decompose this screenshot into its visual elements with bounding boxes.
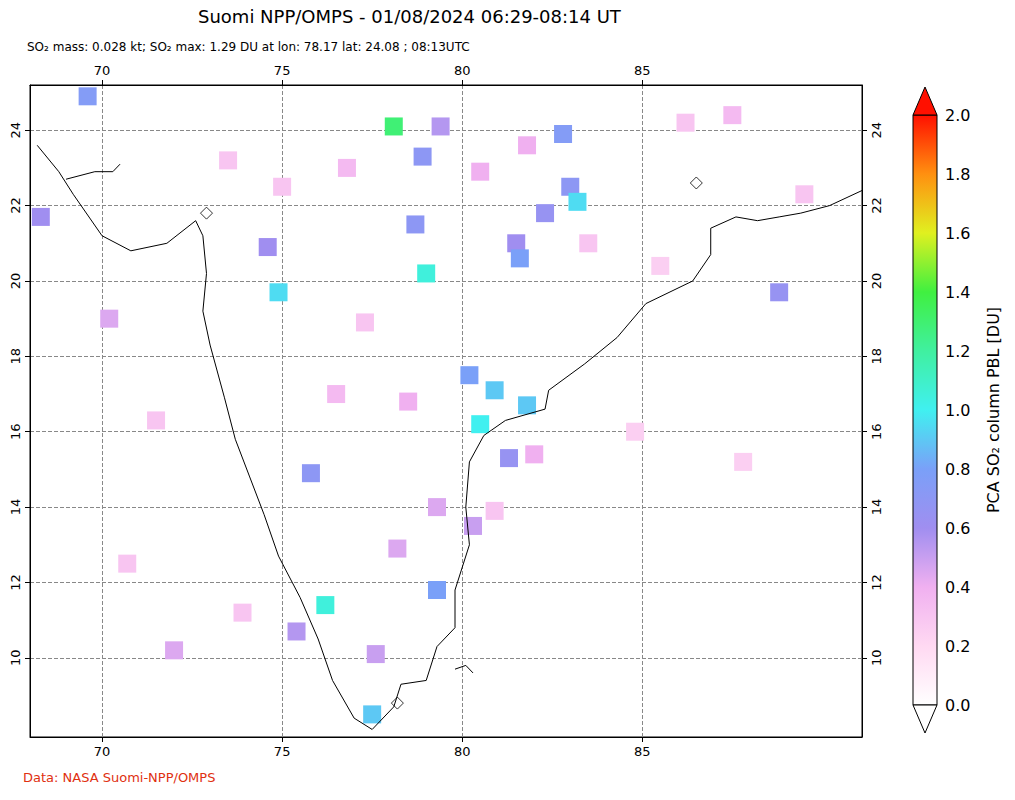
svg-text:SO₂ mass: 0.028 kt; SO₂ max: 1: SO₂ mass: 0.028 kt; SO₂ max: 1.29 DU at …	[27, 40, 470, 54]
svg-text:80: 80	[454, 744, 471, 759]
svg-text:16: 16	[869, 423, 884, 440]
svg-text:Data: NASA Suomi-NPP/OMPS: Data: NASA Suomi-NPP/OMPS	[23, 770, 215, 785]
svg-text:85: 85	[634, 744, 651, 759]
svg-text:18: 18	[869, 348, 884, 365]
svg-text:85: 85	[634, 63, 651, 78]
svg-text:1.4: 1.4	[945, 283, 970, 302]
svg-text:0.8: 0.8	[945, 460, 970, 479]
svg-text:24: 24	[8, 122, 23, 139]
svg-text:22: 22	[869, 197, 884, 214]
svg-text:10: 10	[8, 650, 23, 667]
svg-text:1.6: 1.6	[945, 224, 970, 243]
svg-text:75: 75	[274, 63, 291, 78]
svg-text:75: 75	[274, 744, 291, 759]
svg-text:18: 18	[8, 348, 23, 365]
svg-text:Suomi NPP/OMPS - 01/08/2024 06: Suomi NPP/OMPS - 01/08/2024 06:29-08:14 …	[198, 6, 622, 27]
svg-text:20: 20	[869, 273, 884, 290]
svg-text:0.2: 0.2	[945, 637, 970, 656]
svg-text:1.8: 1.8	[945, 165, 970, 184]
svg-text:20: 20	[8, 273, 23, 290]
svg-text:70: 70	[94, 744, 111, 759]
svg-text:16: 16	[8, 423, 23, 440]
svg-text:2.0: 2.0	[945, 106, 970, 125]
svg-text:80: 80	[454, 63, 471, 78]
svg-text:14: 14	[869, 499, 884, 516]
svg-text:1.0: 1.0	[945, 401, 970, 420]
svg-text:10: 10	[869, 650, 884, 667]
svg-text:22: 22	[8, 197, 23, 214]
svg-text:0.6: 0.6	[945, 519, 970, 538]
svg-text:0.0: 0.0	[945, 696, 970, 715]
svg-text:12: 12	[869, 574, 884, 591]
svg-text:12: 12	[8, 574, 23, 591]
svg-text:14: 14	[8, 499, 23, 516]
svg-text:0.4: 0.4	[945, 578, 970, 597]
svg-text:1.2: 1.2	[945, 342, 970, 361]
svg-text:70: 70	[94, 63, 111, 78]
svg-text:PCA SO₂ column PBL [DU]: PCA SO₂ column PBL [DU]	[984, 307, 1003, 513]
svg-text:24: 24	[869, 122, 884, 139]
